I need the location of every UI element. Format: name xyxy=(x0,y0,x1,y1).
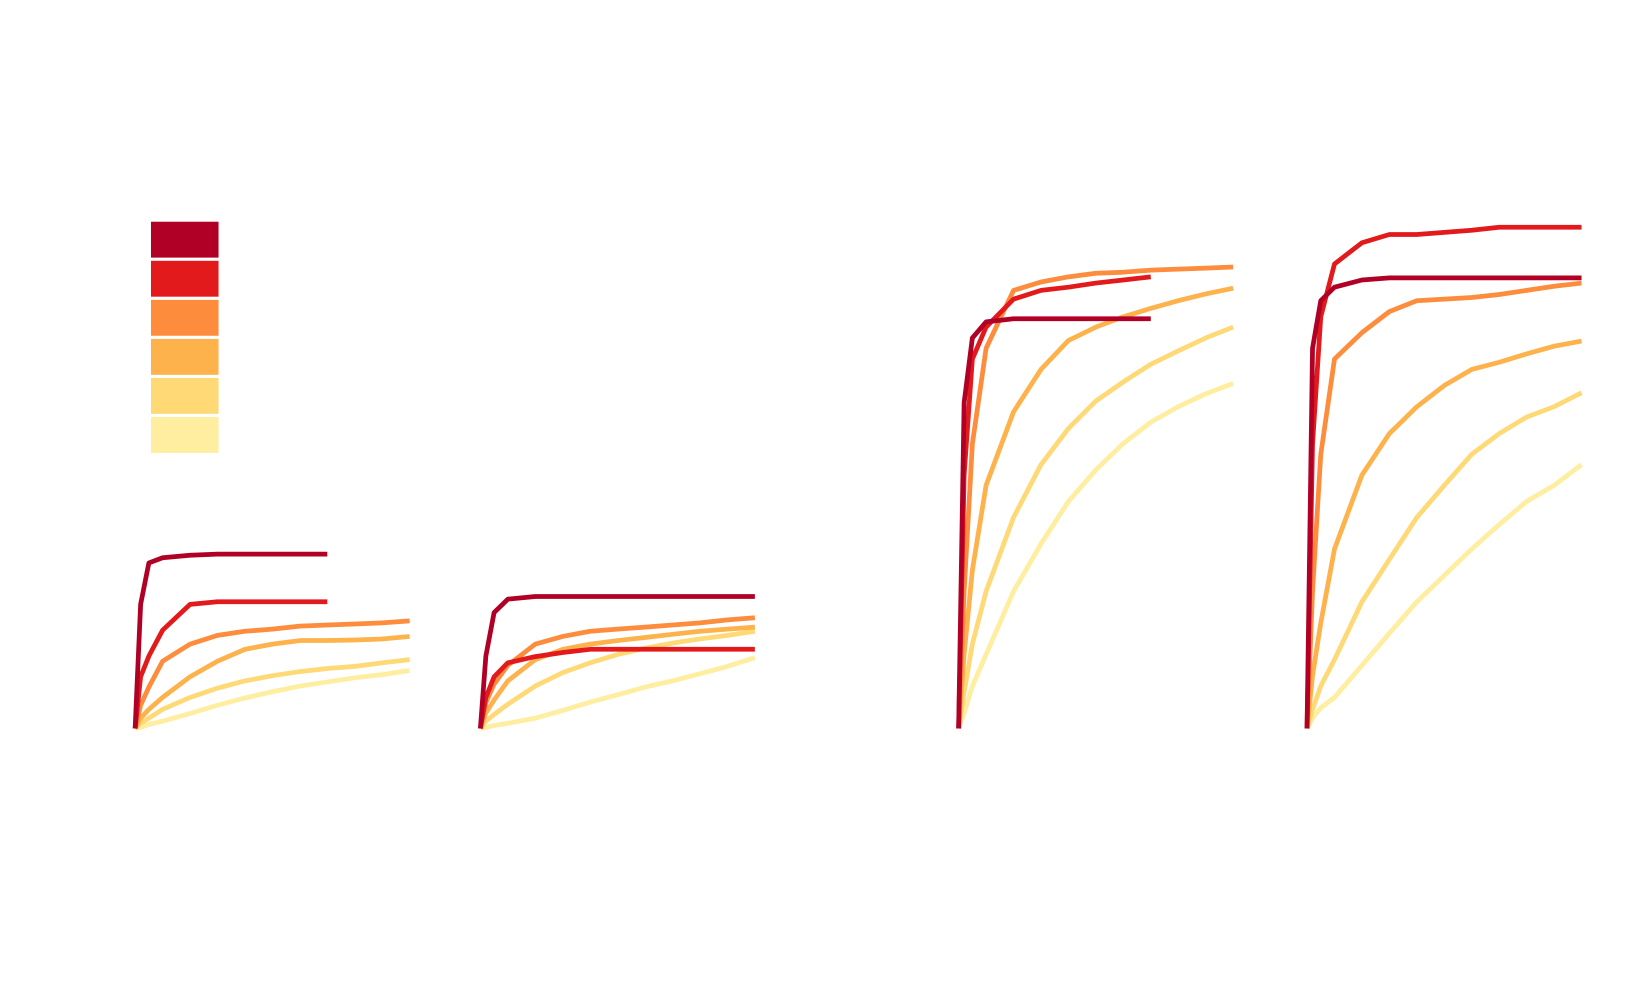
series-line xyxy=(956,324,1235,729)
series-line xyxy=(133,657,410,731)
legend-swatch xyxy=(150,221,219,258)
legend-swatch xyxy=(150,299,219,336)
series-line xyxy=(478,594,755,729)
legend-swatch xyxy=(150,417,219,453)
legend-swatch xyxy=(150,338,219,375)
series-line xyxy=(134,668,410,731)
series-line xyxy=(132,599,328,729)
series-line xyxy=(1304,462,1583,730)
legend-swatch xyxy=(150,377,219,414)
series-line xyxy=(956,274,1152,729)
series-line xyxy=(132,551,328,729)
series-line xyxy=(1304,224,1582,729)
series-line xyxy=(132,618,410,730)
series-line xyxy=(956,285,1234,729)
series-line xyxy=(478,628,756,730)
series-line xyxy=(1304,390,1583,730)
series-line xyxy=(1304,338,1582,729)
series-line xyxy=(478,615,756,729)
series-line xyxy=(1304,280,1582,729)
series-line xyxy=(133,634,410,730)
series-line xyxy=(956,316,1151,729)
series-line xyxy=(479,655,756,731)
series-line xyxy=(956,264,1234,729)
series-line xyxy=(478,646,755,729)
series-line xyxy=(478,624,756,730)
series-line xyxy=(1304,275,1582,729)
series-line xyxy=(956,381,1234,730)
legend-swatch xyxy=(150,260,219,297)
